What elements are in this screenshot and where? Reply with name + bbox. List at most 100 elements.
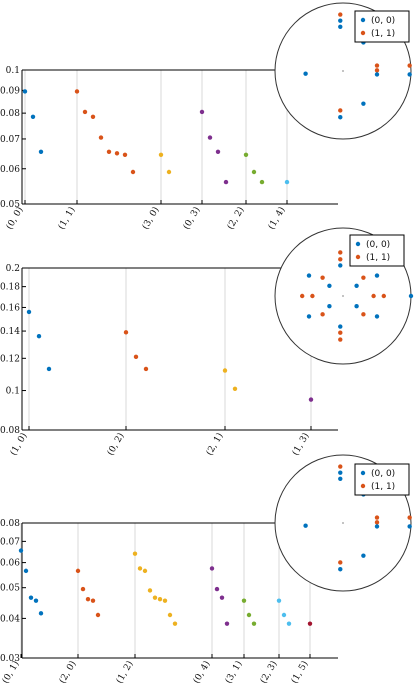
data-point <box>251 621 257 626</box>
inset-point <box>338 12 343 17</box>
data-point <box>36 333 42 339</box>
y-tick-label: 0.08 <box>0 426 20 436</box>
inset-point <box>407 524 412 529</box>
category-label: (2, 0) <box>57 659 79 685</box>
data-point <box>46 366 52 372</box>
data-point <box>142 568 148 574</box>
inset-point <box>407 515 412 520</box>
inset-point <box>338 18 343 23</box>
inset-point <box>361 553 366 558</box>
legend-marker <box>360 17 366 23</box>
inset-point <box>306 314 312 319</box>
y-tick-label: 0.06 <box>0 165 20 175</box>
inset-point <box>338 476 343 481</box>
data-point <box>246 612 252 618</box>
inset-point <box>338 324 343 329</box>
data-point <box>133 354 139 360</box>
data-point <box>224 621 230 626</box>
inset-center-mark <box>342 522 344 524</box>
y-tick-label: 0.04 <box>0 614 20 624</box>
inset-point <box>338 337 343 342</box>
inset-point <box>338 567 343 572</box>
inset-point <box>408 293 414 299</box>
legend-label: (1, 1) <box>366 253 390 263</box>
data-point <box>214 586 220 592</box>
inset-point <box>338 108 343 113</box>
inset-point <box>374 68 380 73</box>
y-tick-label: 0.05 <box>0 584 20 594</box>
legend-box <box>354 463 410 496</box>
data-point <box>114 151 120 156</box>
data-point <box>152 595 158 600</box>
data-point <box>23 568 29 574</box>
inset-point <box>371 293 376 299</box>
inset-point <box>354 304 359 309</box>
inset-center-mark <box>342 70 344 72</box>
data-point <box>158 152 164 157</box>
y-tick-label: 0.07 <box>0 537 20 547</box>
data-point <box>18 548 24 553</box>
y-tick-label: 0.09 <box>0 86 20 96</box>
inset-point <box>374 314 380 319</box>
inset-point <box>374 524 380 529</box>
data-point <box>307 621 313 626</box>
y-tick-label: 0.14 <box>0 327 20 337</box>
data-point <box>106 149 112 154</box>
legend-label: (1, 1) <box>371 482 395 492</box>
data-point <box>85 596 91 602</box>
category-label: (1, 2) <box>114 659 136 685</box>
legend-label: (0, 0) <box>371 16 395 26</box>
inset-point <box>338 464 343 469</box>
data-point <box>207 135 213 140</box>
inset-point <box>303 71 308 76</box>
inset-point <box>320 312 325 317</box>
inset-point <box>338 560 343 565</box>
panel-2: 0.20.180.160.140.120.10.08(1, 0) (0, 2) (2… <box>0 227 414 457</box>
category-label: (1, 3) <box>290 431 312 457</box>
inset-point <box>338 250 343 255</box>
data-point <box>74 89 80 94</box>
y-tick-label: 0.2 <box>6 264 20 274</box>
y-tick-label: 0.1 <box>6 387 20 397</box>
data-point <box>284 179 290 185</box>
data-point <box>241 598 247 603</box>
inset-point <box>374 72 380 77</box>
inset-point <box>407 72 412 77</box>
legend: (0, 0) (1, 1) <box>354 463 410 496</box>
data-point <box>33 598 39 603</box>
category-label: (2, 1) <box>204 431 226 457</box>
data-point <box>259 179 265 185</box>
inset-point <box>338 263 343 268</box>
data-point <box>123 330 129 335</box>
data-point <box>75 568 81 574</box>
y-tick-label: 0.07 <box>0 135 20 145</box>
inset-point <box>361 101 366 106</box>
data-point <box>276 598 282 603</box>
panel-3: 0.080.070.060.050.040.03(0, 1) (2, 0) (1, … <box>0 454 412 685</box>
legend-label: (0, 0) <box>371 469 395 479</box>
inset-point <box>338 330 343 335</box>
y-tick-label: 0.1 <box>6 66 20 76</box>
inset-point <box>300 293 305 299</box>
data-point <box>251 169 257 175</box>
data-point <box>137 566 143 571</box>
category-label: (2, 3) <box>258 659 280 685</box>
data-point <box>26 309 32 315</box>
data-point <box>166 169 172 175</box>
y-tick-label: 0.08 <box>0 519 20 529</box>
data-point <box>38 611 44 616</box>
inset-point <box>381 293 386 299</box>
legend-box <box>349 234 405 267</box>
inset-point <box>374 515 380 520</box>
data-point <box>199 109 205 115</box>
inset-point <box>374 273 380 278</box>
data-point <box>130 169 136 175</box>
legend-box <box>354 10 410 43</box>
data-point <box>209 566 215 571</box>
data-point <box>167 612 173 618</box>
category-label: (0, 3) <box>181 205 203 231</box>
inset-point <box>354 283 359 288</box>
inset-point <box>327 283 332 288</box>
data-point <box>30 114 36 119</box>
legend-label: (0, 0) <box>366 240 390 250</box>
